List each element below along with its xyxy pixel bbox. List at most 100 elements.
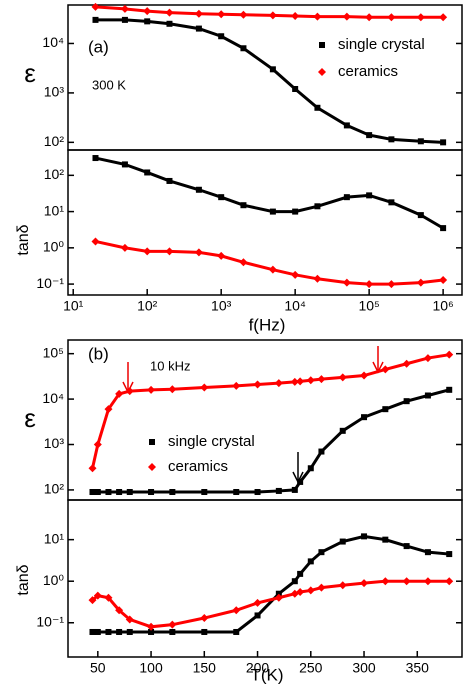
y-axis-label: tanδ bbox=[15, 224, 32, 255]
marker bbox=[417, 212, 424, 219]
marker bbox=[402, 577, 411, 586]
y-tick-label: 10⁵ bbox=[43, 344, 64, 360]
marker bbox=[313, 12, 322, 21]
marker bbox=[218, 194, 225, 201]
x-tick-label: 10⁶ bbox=[432, 298, 453, 314]
marker bbox=[360, 579, 369, 588]
legend-marker bbox=[148, 463, 156, 471]
marker bbox=[94, 628, 101, 635]
y-tick-label: 10⁴ bbox=[42, 34, 64, 50]
marker bbox=[200, 383, 209, 392]
marker bbox=[318, 448, 325, 455]
marker bbox=[233, 489, 240, 496]
marker bbox=[343, 194, 350, 201]
marker bbox=[424, 549, 431, 556]
y-tick-label: 10² bbox=[44, 133, 65, 149]
marker bbox=[239, 10, 248, 19]
series-line bbox=[91, 353, 450, 469]
x-tick-label: 10² bbox=[137, 298, 158, 314]
marker bbox=[307, 558, 314, 565]
marker bbox=[253, 598, 262, 607]
marker bbox=[201, 489, 208, 496]
marker bbox=[88, 464, 97, 473]
marker bbox=[365, 13, 374, 22]
marker bbox=[120, 243, 129, 252]
marker bbox=[232, 606, 241, 615]
marker bbox=[165, 8, 174, 17]
marker bbox=[143, 7, 152, 16]
marker bbox=[338, 373, 347, 382]
series-line bbox=[95, 156, 444, 230]
marker bbox=[240, 202, 247, 209]
marker bbox=[314, 203, 321, 210]
marker bbox=[338, 581, 347, 590]
marker bbox=[317, 583, 326, 592]
series-line bbox=[92, 534, 450, 634]
marker bbox=[382, 406, 389, 413]
panel: 10² 10³ 10⁴ ε (a) 300 K single crystal ceramics bbox=[24, 2, 463, 151]
marker bbox=[296, 587, 305, 596]
plot-frame bbox=[67, 149, 463, 296]
x-axis-label: f(Hz) bbox=[249, 315, 286, 334]
marker bbox=[92, 16, 99, 23]
marker bbox=[423, 577, 432, 586]
marker bbox=[92, 155, 99, 162]
marker bbox=[291, 486, 298, 493]
marker bbox=[144, 169, 151, 176]
marker bbox=[148, 489, 155, 496]
marker bbox=[423, 354, 432, 363]
marker bbox=[292, 208, 299, 215]
y-tick-label: 10⁰ bbox=[43, 239, 65, 255]
marker bbox=[382, 536, 389, 543]
x-tick-label: 100 bbox=[139, 660, 163, 676]
marker bbox=[168, 620, 177, 629]
marker bbox=[240, 45, 247, 52]
legend-label: ceramics bbox=[168, 458, 228, 475]
marker bbox=[168, 385, 177, 394]
x-tick-label: 200 bbox=[246, 660, 270, 676]
marker bbox=[275, 590, 282, 597]
y-axis-label: ε bbox=[24, 403, 36, 433]
marker bbox=[439, 13, 448, 22]
marker bbox=[116, 489, 123, 496]
marker bbox=[291, 270, 300, 279]
x-tick-label: 10¹ bbox=[63, 298, 84, 314]
marker bbox=[166, 20, 173, 27]
marker bbox=[148, 628, 155, 635]
marker bbox=[381, 365, 390, 374]
y-tick-label: 10³ bbox=[44, 84, 65, 100]
marker bbox=[217, 251, 226, 260]
marker bbox=[194, 9, 203, 18]
marker bbox=[201, 628, 208, 635]
marker bbox=[366, 132, 373, 139]
annotation: (a) bbox=[88, 37, 109, 56]
series-line bbox=[92, 388, 450, 494]
marker bbox=[88, 596, 97, 605]
marker bbox=[361, 533, 368, 540]
marker bbox=[307, 465, 314, 472]
x-tick-label: 10³ bbox=[211, 298, 232, 314]
marker bbox=[314, 104, 321, 111]
marker bbox=[268, 265, 277, 274]
x-tick-label: 50 bbox=[90, 660, 106, 676]
marker bbox=[424, 392, 431, 399]
marker bbox=[125, 615, 134, 624]
marker bbox=[115, 606, 124, 615]
marker bbox=[274, 593, 283, 602]
marker bbox=[343, 122, 350, 129]
marker bbox=[403, 543, 410, 550]
marker bbox=[306, 376, 315, 385]
marker bbox=[105, 628, 112, 635]
marker bbox=[297, 478, 304, 485]
marker bbox=[445, 577, 454, 586]
marker bbox=[91, 2, 100, 11]
marker bbox=[147, 385, 156, 394]
marker bbox=[169, 489, 176, 496]
plot-frame bbox=[67, 499, 463, 658]
marker bbox=[116, 628, 123, 635]
marker bbox=[195, 25, 202, 32]
marker bbox=[169, 628, 176, 635]
x-tick-label: 250 bbox=[299, 660, 323, 676]
marker bbox=[360, 371, 369, 380]
marker bbox=[239, 258, 248, 267]
